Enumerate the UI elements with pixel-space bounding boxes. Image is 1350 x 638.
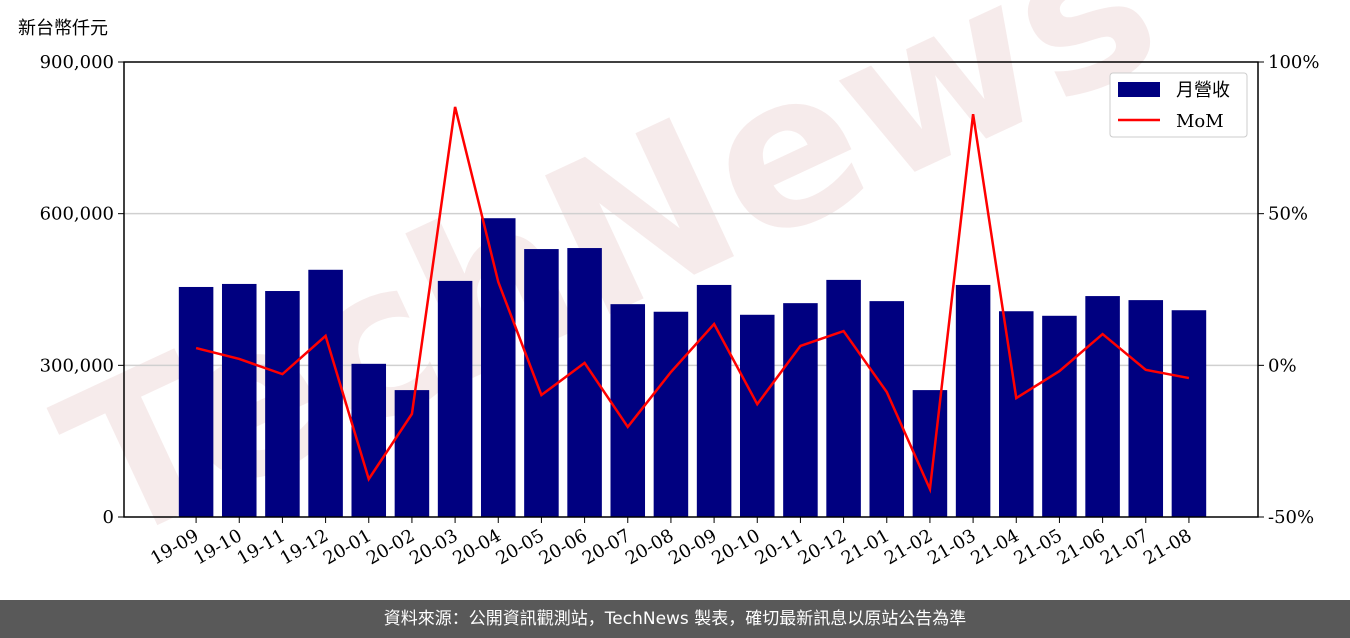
legend-label: MoM	[1176, 111, 1224, 132]
mom-line	[195, 106, 1190, 494]
y2-tick-label: 50%	[1268, 204, 1308, 225]
bar	[480, 218, 516, 517]
x-tick-label: 20-09	[665, 525, 720, 569]
chart: 新台幣仟元 TechNews0300,000600,000900,000-50%…	[18, 0, 1319, 592]
x-tick-label: 20-10	[708, 525, 763, 569]
x-tick-label: 20-02	[363, 525, 418, 569]
x-tick-label: 21-06	[1054, 525, 1109, 569]
x-tick-label: 20-04	[449, 525, 504, 569]
bar	[567, 248, 602, 518]
bar	[308, 269, 343, 517]
y-tick-label: 0	[103, 507, 114, 528]
y2-tick-label: -50%	[1268, 507, 1314, 528]
x-tick-label: 21-01	[838, 525, 893, 569]
y2-tick-label: 100%	[1268, 52, 1319, 73]
x-tick-label: 21-04	[967, 525, 1022, 569]
bar	[178, 286, 214, 517]
y2-tick-label: 0%	[1268, 355, 1297, 376]
bar	[1128, 300, 1164, 517]
bar	[1171, 310, 1207, 517]
x-tick-label: 20-12	[795, 525, 850, 569]
legend-label: 月營收	[1176, 80, 1230, 101]
bar	[955, 284, 991, 517]
y-tick-label: 600,000	[40, 204, 114, 225]
source-footer: 資料來源：公開資訊觀測站，TechNews 製表，確切最新訊息以原站公告為準	[0, 600, 1350, 638]
y-tick-label: 900,000	[40, 52, 114, 73]
x-tick-label: 20-06	[536, 525, 591, 569]
x-tick-label: 21-05	[1010, 525, 1065, 569]
x-tick-label: 20-11	[751, 525, 806, 569]
bar	[437, 280, 473, 517]
bar	[221, 283, 257, 517]
bar	[696, 284, 732, 517]
bar	[826, 279, 861, 517]
x-tick-label: 21-02	[881, 525, 936, 569]
plot-frame	[123, 61, 1259, 518]
x-tick-label: 20-03	[406, 525, 461, 569]
bar	[265, 291, 300, 517]
bar	[1042, 315, 1077, 517]
bar	[912, 390, 948, 517]
bar	[524, 249, 559, 518]
y-tick-label: 300,000	[40, 355, 114, 376]
x-tick-label: 20-08	[622, 525, 677, 569]
x-tick-label: 20-01	[320, 525, 375, 569]
bar	[869, 301, 905, 517]
x-tick-label: 21-07	[1097, 525, 1152, 569]
bar	[739, 314, 775, 517]
y-axis-unit: 新台幣仟元	[18, 18, 108, 39]
x-tick-label: 21-08	[1140, 525, 1195, 569]
x-tick-label: 20-05	[492, 525, 547, 569]
legend-swatch	[1118, 82, 1160, 97]
x-tick-label: 20-07	[579, 525, 634, 569]
bar	[1085, 296, 1120, 517]
x-tick-label: 21-03	[924, 525, 979, 569]
bar	[653, 311, 689, 517]
bar	[998, 311, 1034, 517]
x-tick-label: 19-12	[277, 525, 332, 569]
bar	[783, 303, 818, 517]
